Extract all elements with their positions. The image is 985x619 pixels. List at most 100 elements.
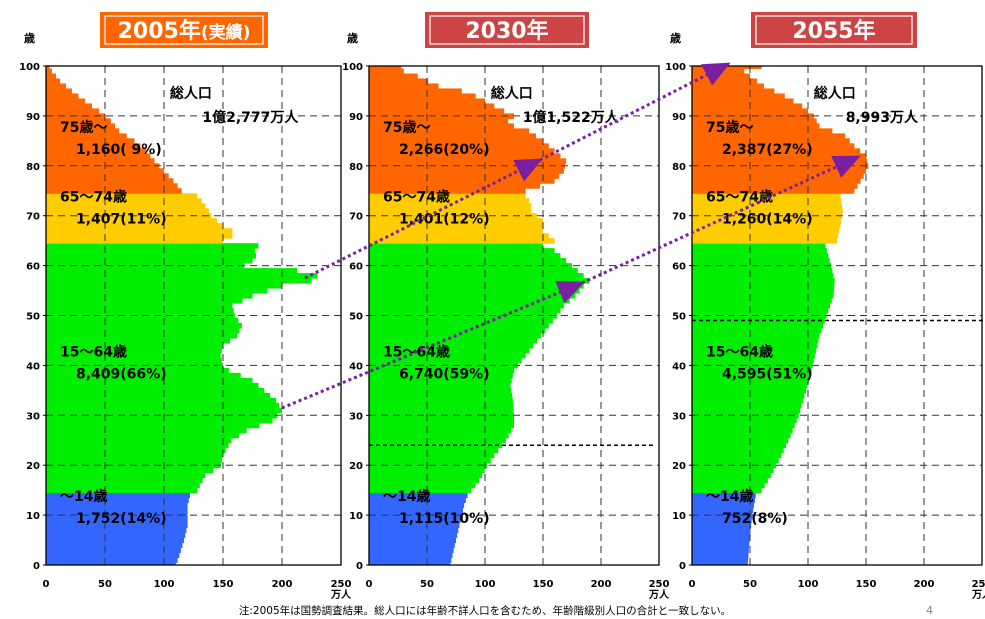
bar-age-83: [369, 148, 555, 154]
bar-age-3: [369, 547, 454, 554]
bar-age-66: [692, 233, 839, 239]
bar-age-28: [369, 422, 514, 429]
bar-age-38: [369, 372, 513, 379]
bar-age-8: [692, 522, 752, 529]
bar-age-45: [369, 337, 538, 344]
bar-age-45: [46, 337, 231, 344]
bar-age-94: [692, 93, 785, 99]
bar-age-64: [46, 243, 259, 249]
y-tick-100: 100: [19, 62, 40, 73]
bar-age-11: [369, 507, 463, 514]
panel-title: 2055年: [792, 18, 875, 44]
bar-age-4: [692, 542, 750, 549]
bar-age-88: [369, 123, 514, 129]
bar-age-18: [692, 472, 771, 479]
bar-age-69: [692, 218, 842, 224]
bar-age-5: [692, 537, 750, 544]
y-tick-20: 20: [26, 461, 40, 472]
bar-age-95: [692, 88, 775, 94]
bar-age-54: [369, 293, 576, 299]
bar-age-6: [46, 532, 186, 539]
bar-series: [369, 66, 590, 566]
bar-age-76: [369, 183, 541, 189]
panel-title-year: 2055年: [792, 18, 875, 44]
cohort-arrow-0: [304, 158, 543, 280]
y-tick-0: 0: [679, 561, 686, 572]
panel-title: 2030年: [465, 18, 548, 44]
bar-age-66: [46, 233, 233, 239]
bar-age-2: [369, 552, 453, 559]
bar-age-3: [46, 547, 181, 554]
bar-series: [692, 66, 869, 566]
bar-age-92: [46, 103, 93, 109]
x-tick-0: 0: [43, 579, 50, 590]
bar-age-64: [369, 243, 543, 249]
bar-age-34: [369, 392, 513, 399]
group-label-name: 15～64歳: [60, 343, 127, 360]
bar-age-21: [46, 457, 222, 464]
bar-age-87: [369, 128, 530, 134]
bar-age-28: [46, 422, 260, 429]
bar-age-31: [46, 407, 282, 414]
bar-age-39: [692, 367, 812, 374]
bar-age-18: [369, 472, 482, 479]
bar-age-70: [46, 213, 212, 219]
bar-age-68: [692, 223, 841, 229]
bar-age-41: [692, 357, 814, 364]
bar-age-19: [46, 467, 213, 474]
bar-age-9: [369, 517, 461, 524]
y-tick-60: 60: [349, 262, 363, 273]
y-tick-0: 0: [356, 561, 363, 572]
bar-age-42: [692, 352, 815, 359]
bar-age-81: [369, 158, 567, 164]
bar-age-14: [692, 492, 756, 499]
bar-age-25: [692, 437, 789, 444]
y-tick-60: 60: [26, 262, 40, 273]
group-label-value: 1,260(14%): [722, 212, 813, 228]
y-tick-80: 80: [672, 162, 686, 173]
x-tick-100: 100: [475, 579, 496, 590]
bar-age-49: [369, 317, 553, 324]
panel-title: 2005年(実績): [118, 18, 251, 44]
bar-age-81: [692, 158, 868, 164]
bar-age-23: [692, 447, 784, 454]
bar-age-33: [692, 397, 804, 404]
bar-age-66: [369, 233, 549, 239]
x-tick-250: 250: [649, 579, 670, 590]
bar-age-39: [369, 367, 514, 374]
bar-age-95: [369, 88, 462, 94]
title-box: [751, 12, 917, 48]
bar-age-77: [692, 178, 861, 184]
bar-age-43: [692, 347, 817, 354]
bar-age-79: [46, 168, 164, 174]
title-box-inner: [104, 15, 264, 45]
y-tick-90: 90: [349, 112, 363, 123]
bar-age-97: [46, 78, 61, 84]
bar-age-80: [46, 163, 160, 169]
panel-title-year: 2005年: [118, 18, 201, 44]
bar-age-53: [369, 298, 570, 304]
group-label-name: ～14歳: [706, 488, 753, 505]
bar-age-7: [369, 527, 459, 534]
bar-age-61: [369, 258, 567, 264]
bar-age-47: [692, 327, 822, 334]
bar-age-97: [369, 78, 429, 84]
bar-age-67: [46, 228, 233, 234]
y-axis-label: 歳: [347, 31, 358, 45]
bar-age-25: [369, 437, 506, 444]
bar-age-92: [692, 103, 803, 109]
group-label-value: 1,752(14%): [76, 511, 167, 527]
bar-age-23: [369, 447, 499, 454]
x-tick-0: 0: [689, 579, 696, 590]
bar-age-6: [369, 532, 458, 539]
bar-age-17: [369, 477, 480, 484]
bar-age-21: [369, 457, 491, 464]
bar-age-78: [46, 173, 169, 179]
bar-age-73: [369, 198, 530, 204]
bar-age-92: [369, 103, 495, 109]
x-axis-label: 万人: [330, 588, 352, 601]
bar-age-37: [46, 377, 253, 384]
y-tick-10: 10: [26, 511, 40, 522]
